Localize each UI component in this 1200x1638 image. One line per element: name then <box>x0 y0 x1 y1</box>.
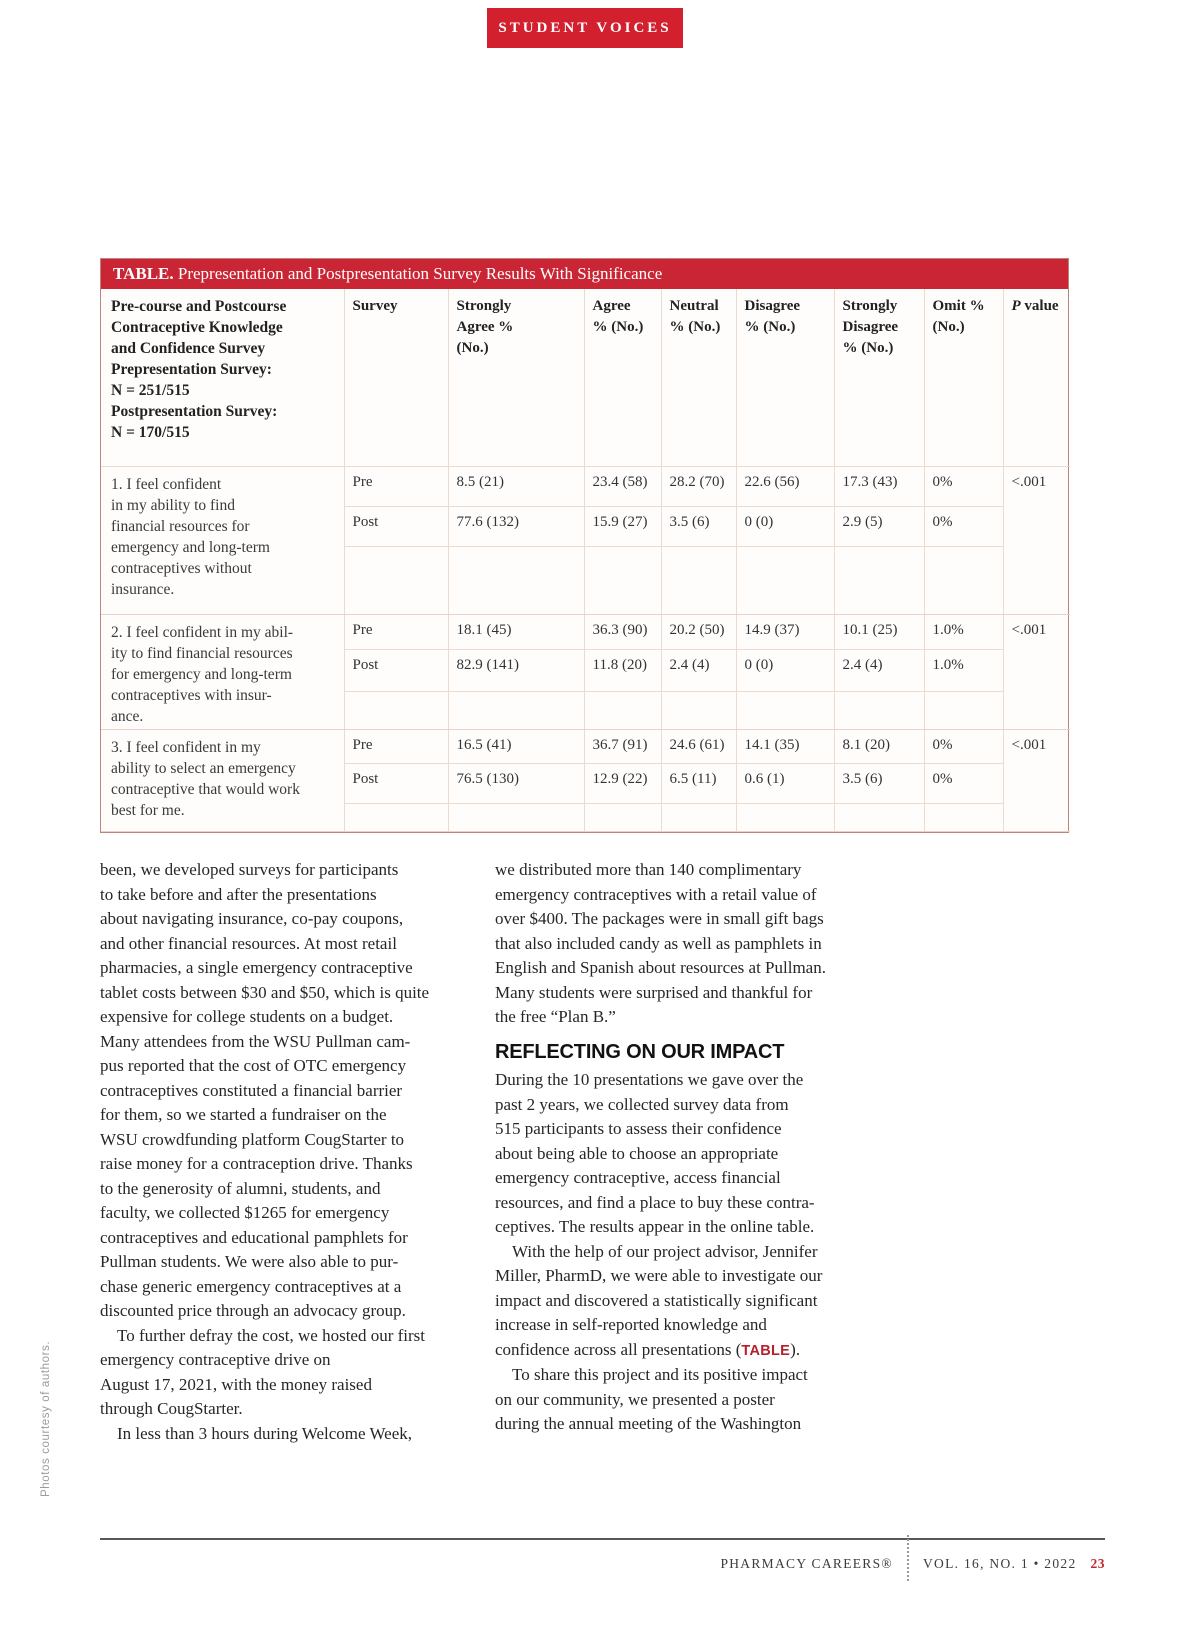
value-cell: 0% <box>924 506 1004 547</box>
value-cell: 23.4 (58) <box>584 466 662 507</box>
body-paragraph: we distributed more than 140 complimenta… <box>495 860 826 1026</box>
body-right-column: we distributed more than 140 complimenta… <box>495 858 889 1437</box>
value-cell: 6.5 (11) <box>661 763 737 804</box>
value-cell: 16.5 (41) <box>448 729 585 764</box>
value-cell: 8.5 (21) <box>448 466 585 507</box>
survey-cell: Pre <box>344 466 449 507</box>
value-cell: 0.6 (1) <box>736 763 835 804</box>
p-value-rest: value <box>1024 298 1059 314</box>
p-value-italic: P <box>1011 298 1021 314</box>
journal-name: PHARMACY CAREERS® <box>720 1556 893 1571</box>
issue-info: VOL. 16, NO. 1 • 2022 <box>922 1556 1077 1571</box>
value-cell: 36.3 (90) <box>584 614 662 651</box>
table-filler-row <box>101 803 1070 832</box>
body-paragraph: ). <box>790 1339 801 1359</box>
value-cell: 0% <box>924 466 1004 507</box>
value-cell: 22.6 (56) <box>736 466 835 507</box>
p-value-cell: <.001 <box>1003 466 1070 615</box>
value-cell: 8.1 (20) <box>834 729 925 764</box>
value-cell: 18.1 (45) <box>448 614 585 651</box>
survey-results-table: TABLE. Prepresentation and Postpresentat… <box>100 258 1070 833</box>
photo-credit: Photos courtesy of authors. <box>40 1340 52 1497</box>
p-value-cell: <.001 <box>1003 614 1070 730</box>
column-header-disagree: Disagree % (No.) <box>736 289 835 467</box>
question-cell: 2. I feel confident in my abil- ity to f… <box>101 614 345 730</box>
value-cell: 0% <box>924 763 1004 804</box>
value-cell: 17.3 (43) <box>834 466 925 507</box>
table-row: Post 82.9 (141) 11.8 (20) 2.4 (4) 0 (0) … <box>101 649 1070 692</box>
survey-table: Pre-course and Postcourse Contraceptive … <box>101 289 1070 832</box>
survey-cell: Post <box>344 506 449 547</box>
value-cell: 82.9 (141) <box>448 649 585 692</box>
column-header-omit: Omit % (No.) <box>924 289 1004 467</box>
value-cell: 2.9 (5) <box>834 506 925 547</box>
survey-cell: Post <box>344 649 449 692</box>
value-cell: 24.6 (61) <box>661 729 737 764</box>
table-row: Post 77.6 (132) 15.9 (27) 3.5 (6) 0 (0) … <box>101 506 1070 547</box>
value-cell: 0% <box>924 729 1004 764</box>
column-header-p-value: P value <box>1003 289 1070 467</box>
value-cell: 3.5 (6) <box>834 763 925 804</box>
body-paragraph: To share this project and its positive i… <box>495 1365 808 1433</box>
table-header-row: Pre-course and Postcourse Contraceptive … <box>101 289 1070 467</box>
column-header-agree: Agree % (No.) <box>584 289 662 467</box>
table-row: Post 76.5 (130) 12.9 (22) 6.5 (11) 0.6 (… <box>101 763 1070 804</box>
value-cell: 14.9 (37) <box>736 614 835 651</box>
column-header-survey: Survey <box>344 289 449 467</box>
reflecting-heading: REFLECTING ON OUR IMPACT <box>495 1040 785 1063</box>
value-cell: 15.9 (27) <box>584 506 662 547</box>
value-cell: 20.2 (50) <box>661 614 737 651</box>
table-title: TABLE. Prepresentation and Postpresentat… <box>101 259 1068 289</box>
table-title-text: Prepresentation and Postpresentation Sur… <box>173 264 663 283</box>
column-header-strongly-agree: Strongly Agree % (No.) <box>448 289 585 467</box>
table-reference: TABLE <box>741 1342 791 1359</box>
footer-divider <box>906 1535 909 1581</box>
p-value-cell: <.001 <box>1003 729 1070 832</box>
question-cell: 3. I feel confident in my ability to sel… <box>101 729 345 832</box>
body-left-column: been, we developed surveys for participa… <box>100 860 430 1443</box>
value-cell: 1.0% <box>924 649 1004 692</box>
survey-cell: Pre <box>344 729 449 764</box>
table-row: 3. I feel confident in my ability to sel… <box>101 729 1070 832</box>
table-filler-row <box>101 546 1070 615</box>
page-number: 23 <box>1090 1556 1105 1571</box>
body-paragraph: During the 10 presentations we gave over… <box>495 1070 823 1359</box>
column-header-strongly-disagree: Strongly Disagree % (No.) <box>834 289 925 467</box>
survey-cell: Post <box>344 763 449 804</box>
value-cell: 77.6 (132) <box>448 506 585 547</box>
value-cell: 2.4 (4) <box>834 649 925 692</box>
table-row: 2. I feel confident in my abil- ity to f… <box>101 614 1070 730</box>
column-header-question: Pre-course and Postcourse Contraceptive … <box>101 289 345 467</box>
question-cell: 1. I feel confident in my ability to fin… <box>101 466 345 615</box>
value-cell: 28.2 (70) <box>661 466 737 507</box>
table-filler-row <box>101 691 1070 730</box>
value-cell: 11.8 (20) <box>584 649 662 692</box>
section-banner: STUDENT VOICES <box>487 8 683 48</box>
survey-cell: Pre <box>344 614 449 651</box>
value-cell: 14.1 (35) <box>736 729 835 764</box>
value-cell: 0 (0) <box>736 506 835 547</box>
value-cell: 2.4 (4) <box>661 649 737 692</box>
footer: PHARMACY CAREERS® VOL. 16, NO. 1 • 2022 … <box>100 1535 1105 1581</box>
table-row: 1. I feel confident in my ability to fin… <box>101 466 1070 615</box>
value-cell: 12.9 (22) <box>584 763 662 804</box>
value-cell: 1.0% <box>924 614 1004 651</box>
value-cell: 36.7 (91) <box>584 729 662 764</box>
footer-rule <box>100 1538 1105 1540</box>
value-cell: 3.5 (6) <box>661 506 737 547</box>
column-header-neutral: Neutral % (No.) <box>661 289 737 467</box>
value-cell: 10.1 (25) <box>834 614 925 651</box>
table-title-label: TABLE. <box>113 264 174 283</box>
value-cell: 76.5 (130) <box>448 763 585 804</box>
value-cell: 0 (0) <box>736 649 835 692</box>
